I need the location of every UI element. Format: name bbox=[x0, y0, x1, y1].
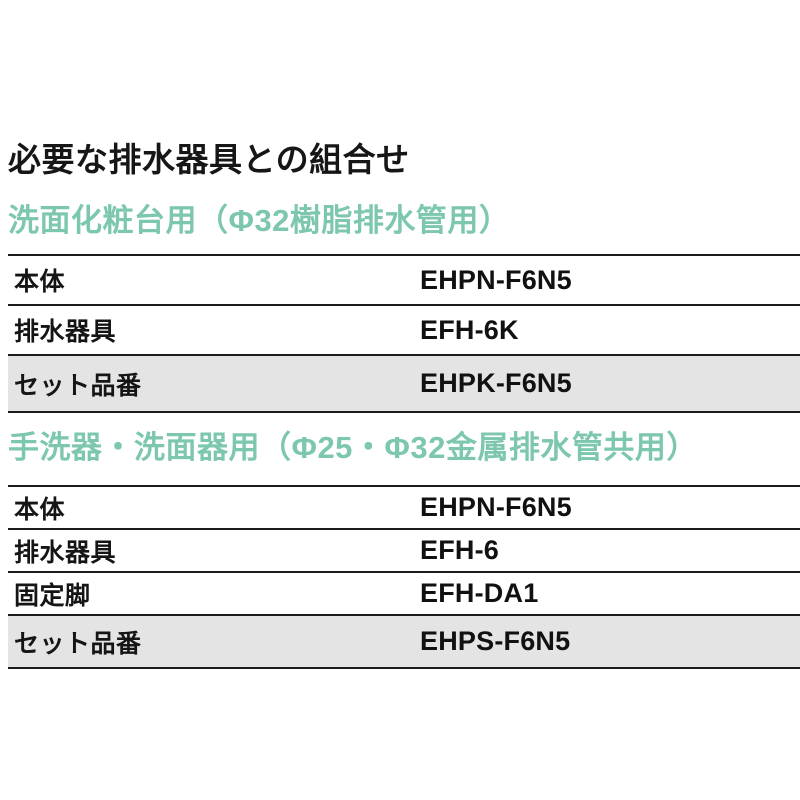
table-row: 排水器具 EFH-6 bbox=[8, 530, 800, 573]
table-row-set-number: セット品番 EHPS-F6N5 bbox=[8, 616, 800, 669]
row-value: EFH-DA1 bbox=[420, 578, 539, 608]
section-heading-handwash-basin: 手洗器・洗面器用（Φ25・Φ32金属排水管共用） bbox=[8, 430, 698, 465]
table-row: 本体 EHPN-F6N5 bbox=[8, 256, 800, 306]
combination-table-handwash: 本体 EHPN-F6N5 排水器具 EFH-6 固定脚 EFH-DA1 セット品… bbox=[8, 485, 800, 669]
row-label: 排水器具 bbox=[14, 318, 117, 346]
row-label: セット品番 bbox=[14, 629, 142, 658]
row-value: EFH-6 bbox=[420, 535, 500, 565]
row-label: 本体 bbox=[14, 268, 66, 296]
section-heading-vanity: 洗面化粧台用（Φ32樹脂排水管用） bbox=[8, 203, 511, 238]
row-value: EHPS-F6N5 bbox=[420, 626, 571, 656]
table-row: 本体 EHPN-F6N5 bbox=[8, 487, 800, 530]
table-row: 排水器具 EFH-6K bbox=[8, 306, 800, 356]
row-value: EHPN-F6N5 bbox=[420, 492, 572, 522]
page-title: 必要な排水器具との組合せ bbox=[8, 141, 410, 178]
row-value: EHPK-F6N5 bbox=[420, 368, 572, 398]
table-row-set-number: セット品番 EHPK-F6N5 bbox=[8, 356, 800, 413]
row-label: セット品番 bbox=[14, 371, 142, 400]
row-value: EFH-6K bbox=[420, 314, 519, 345]
catalog-section: 必要な排水器具との組合せ 洗面化粧台用（Φ32樹脂排水管用） 本体 EHPN-F… bbox=[8, 0, 800, 669]
row-value: EHPN-F6N5 bbox=[420, 264, 572, 295]
combination-table-vanity: 本体 EHPN-F6N5 排水器具 EFH-6K セット品番 EHPK-F6N5 bbox=[8, 254, 800, 413]
table-row: 固定脚 EFH-DA1 bbox=[8, 573, 800, 616]
row-label: 本体 bbox=[14, 495, 66, 524]
row-label: 固定脚 bbox=[14, 581, 91, 610]
row-label: 排水器具 bbox=[14, 538, 117, 567]
